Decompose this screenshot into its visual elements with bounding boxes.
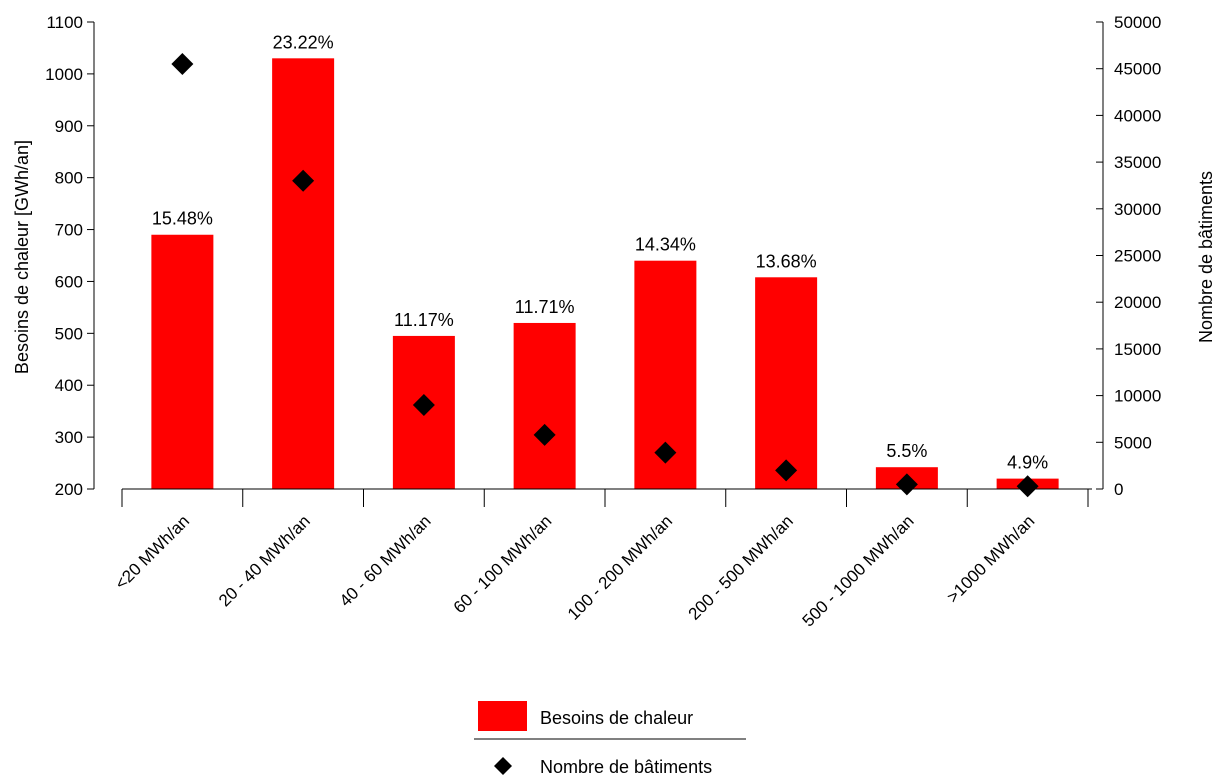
y-axis-title-left: Besoins de chaleur [GWh/an] xyxy=(12,140,32,374)
y-tick-label-right-4: 20000 xyxy=(1114,293,1161,312)
bar-percent-label-4: 14.34% xyxy=(635,235,696,255)
bar-percent-label-3: 11.71% xyxy=(515,297,575,317)
x-category-label-3: 60 - 100 MWh/an xyxy=(450,511,556,617)
bar-percent-label-0: 15.48% xyxy=(152,209,213,229)
marker-diamond-1 xyxy=(292,169,315,192)
y-tick-label-right-1: 5000 xyxy=(1114,433,1152,452)
y-tick-label-right-10: 50000 xyxy=(1114,13,1161,32)
x-category-label-7: >1000 MWh/an xyxy=(943,511,1038,606)
x-category-label-4: 100 - 200 MWh/an xyxy=(564,511,676,623)
x-category-label-0: <20 MWh/an xyxy=(111,511,193,593)
bar-percent-label-2: 11.17% xyxy=(394,310,454,330)
y-tick-label-left-3: 500 xyxy=(55,324,83,343)
markers-layer xyxy=(171,53,1039,498)
y-tick-label-left-9: 1100 xyxy=(46,13,83,32)
y-tick-label-right-5: 25000 xyxy=(1114,247,1161,266)
legend-label-marker: Nombre de bâtiments xyxy=(540,757,712,777)
bar-0 xyxy=(151,234,214,489)
bar-3 xyxy=(513,322,576,489)
y-tick-label-left-6: 800 xyxy=(55,169,83,188)
marker-diamond-7 xyxy=(1016,475,1039,498)
bars-layer xyxy=(151,58,1059,489)
y-axis-title-right: Nombre de bâtiments xyxy=(1196,171,1215,343)
y-tick-label-right-3: 15000 xyxy=(1114,340,1161,359)
y-tick-label-left-2: 400 xyxy=(55,376,83,395)
y-tick-label-right-9: 45000 xyxy=(1114,60,1161,79)
legend-label-bar: Besoins de chaleur xyxy=(540,708,693,728)
bar-5 xyxy=(755,277,818,489)
x-category-label-2: 40 - 60 MWh/an xyxy=(336,511,435,610)
x-category-label-1: 20 - 40 MWh/an xyxy=(215,511,314,610)
y-tick-label-right-2: 10000 xyxy=(1114,387,1161,406)
bar-percent-label-6: 5.5% xyxy=(886,441,927,461)
x-category-label-5: 200 - 500 MWh/an xyxy=(685,511,797,623)
y-tick-label-left-8: 1000 xyxy=(45,65,83,84)
marker-diamond-3 xyxy=(533,423,556,446)
marker-diamond-2 xyxy=(412,393,435,416)
marker-diamond-5 xyxy=(775,459,798,482)
y-tick-label-left-4: 600 xyxy=(55,272,83,291)
marker-diamond-0 xyxy=(171,53,194,76)
y-tick-label-right-7: 35000 xyxy=(1114,153,1161,172)
y-tick-label-right-0: 0 xyxy=(1114,480,1123,499)
bar-percent-label-1: 23.22% xyxy=(273,32,334,52)
bar-1 xyxy=(272,58,335,489)
y-tick-label-left-0: 200 xyxy=(55,480,83,499)
bar-percent-label-7: 4.9% xyxy=(1007,453,1048,473)
y-tick-label-left-7: 900 xyxy=(55,117,83,136)
legend-swatch-bar xyxy=(478,701,527,731)
y-tick-label-left-5: 700 xyxy=(55,221,83,240)
marker-diamond-4 xyxy=(654,441,677,464)
y-tick-label-right-8: 40000 xyxy=(1114,106,1161,125)
y-tick-label-left-1: 300 xyxy=(55,428,83,447)
legend: Besoins de chaleur Nombre de bâtiments xyxy=(474,701,746,777)
y-tick-label-right-6: 30000 xyxy=(1114,200,1161,219)
legend-marker-diamond-icon xyxy=(494,757,512,775)
x-category-label-6: 500 - 1000 MWh/an xyxy=(799,511,918,630)
marker-diamond-6 xyxy=(895,473,918,496)
axes-layer xyxy=(87,21,1104,507)
bar-percent-label-5: 13.68% xyxy=(756,251,817,271)
